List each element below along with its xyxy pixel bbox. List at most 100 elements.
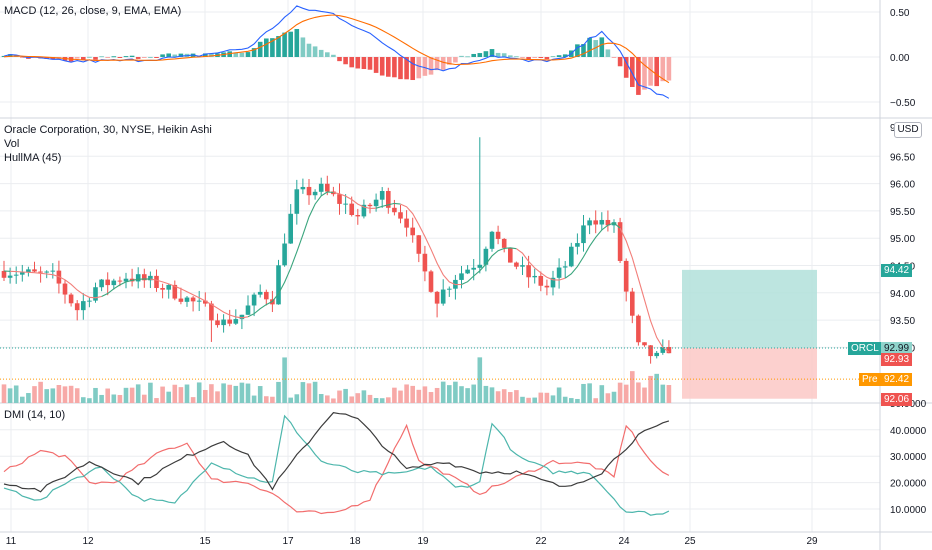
macd-histogram-bar — [379, 57, 385, 76]
candle-body — [209, 303, 214, 321]
macd-histogram-bar — [617, 57, 623, 67]
macd-histogram-bar — [93, 57, 98, 60]
macd-histogram-bar — [562, 54, 568, 57]
volume-bar — [550, 395, 556, 403]
price-tick-label: 96.00 — [890, 180, 915, 191]
candle-body — [245, 305, 251, 315]
macd-tick-label: −0.50 — [890, 98, 916, 109]
candle-body — [87, 300, 92, 302]
macd-histogram-bar — [550, 56, 556, 58]
macd-histogram-bar — [111, 56, 117, 58]
volume-bar — [1, 384, 7, 403]
volume-bar — [276, 381, 281, 403]
macd-histogram-bar — [325, 52, 330, 57]
volume-bar — [257, 386, 263, 403]
candle-body — [550, 277, 556, 288]
macd-histogram-bar — [306, 43, 312, 57]
volume-bar — [312, 381, 318, 403]
volume-bar — [459, 386, 464, 403]
volume-bar — [184, 384, 190, 403]
volume-bar — [129, 387, 135, 403]
macd-histogram-bar — [135, 57, 141, 59]
volume-bar — [215, 391, 220, 403]
candle-body — [465, 269, 470, 274]
macd-histogram-bar — [233, 52, 239, 57]
candle-body — [111, 280, 117, 286]
volume-bar — [93, 387, 98, 403]
macd-histogram-bar — [434, 57, 440, 71]
macd-histogram-bar — [611, 57, 617, 58]
macd-histogram-bar — [166, 53, 171, 57]
volume-bar — [172, 384, 178, 403]
macd-histogram-bar — [495, 52, 501, 57]
candle-body — [325, 183, 330, 192]
candle-body — [386, 191, 391, 208]
hull-label: HullMA (45) — [4, 152, 62, 164]
candle-body — [654, 352, 659, 357]
candle-body — [7, 275, 13, 278]
macd-histogram-bar — [227, 51, 232, 57]
macd-histogram-bar — [581, 44, 586, 57]
candle-body — [148, 275, 153, 281]
macd-histogram-bar — [117, 57, 123, 58]
time-axis-label: 19 — [417, 536, 429, 547]
volume-bar — [575, 398, 580, 403]
volume-bar — [56, 385, 62, 403]
candle-body — [166, 284, 171, 290]
volume-bar — [501, 389, 507, 403]
candle-body — [190, 297, 196, 302]
candle-body — [526, 265, 531, 278]
macd-histogram-bar — [666, 57, 672, 81]
macd-histogram-bar — [172, 54, 178, 57]
volume-bar — [154, 398, 159, 403]
candle-body — [32, 269, 37, 272]
candle-body — [532, 275, 537, 278]
symbol-tag: ORCL — [848, 342, 882, 355]
volume-bar — [190, 397, 196, 403]
volume-bar — [398, 390, 403, 403]
macd-histogram-bar — [593, 40, 598, 57]
macd-histogram-bar — [520, 57, 525, 58]
macd-histogram-bar — [575, 44, 580, 57]
candle-body — [26, 269, 31, 273]
macd-histogram-bar — [416, 57, 422, 79]
macd-histogram-bar — [538, 57, 544, 58]
hull-ma-line — [375, 202, 401, 209]
volume-bar — [361, 390, 367, 403]
candle-body — [227, 319, 232, 324]
macd-histogram-bar — [422, 57, 428, 76]
pre-label-tag: Pre — [859, 373, 881, 386]
currency-badge[interactable]: USD — [894, 122, 922, 138]
hull-ma-line — [333, 191, 377, 209]
macd-histogram-bar — [630, 57, 635, 87]
volume-bar — [62, 386, 68, 403]
volume-bar — [50, 388, 56, 403]
macd-histogram-bar — [367, 57, 373, 70]
macd-histogram-bar — [544, 57, 550, 60]
macd-histogram-bar — [154, 57, 159, 58]
macd-histogram-bar — [428, 57, 434, 75]
candle-body — [13, 274, 19, 276]
candle-body — [215, 320, 220, 326]
candle-body — [184, 297, 190, 302]
volume-bar — [221, 383, 226, 403]
macd-histogram-bar — [636, 57, 641, 95]
macd-histogram-bar — [270, 38, 275, 57]
candle-body — [630, 291, 635, 316]
candle-body — [105, 279, 110, 286]
dmi-tick-label: 30.0000 — [890, 452, 927, 463]
candle-body — [276, 265, 281, 305]
candle-body — [288, 213, 293, 244]
candle-body — [178, 298, 184, 302]
dmi-plus-line — [3, 414, 670, 516]
volume-bar — [465, 388, 470, 403]
volume-bar — [410, 385, 415, 403]
volume-bar — [349, 396, 354, 403]
volume-bar — [111, 394, 117, 403]
macd-histogram-bar — [337, 57, 342, 62]
volume-bar — [379, 398, 385, 403]
stop-price-tag: 92.06 — [881, 393, 913, 406]
candle-body — [404, 218, 409, 228]
